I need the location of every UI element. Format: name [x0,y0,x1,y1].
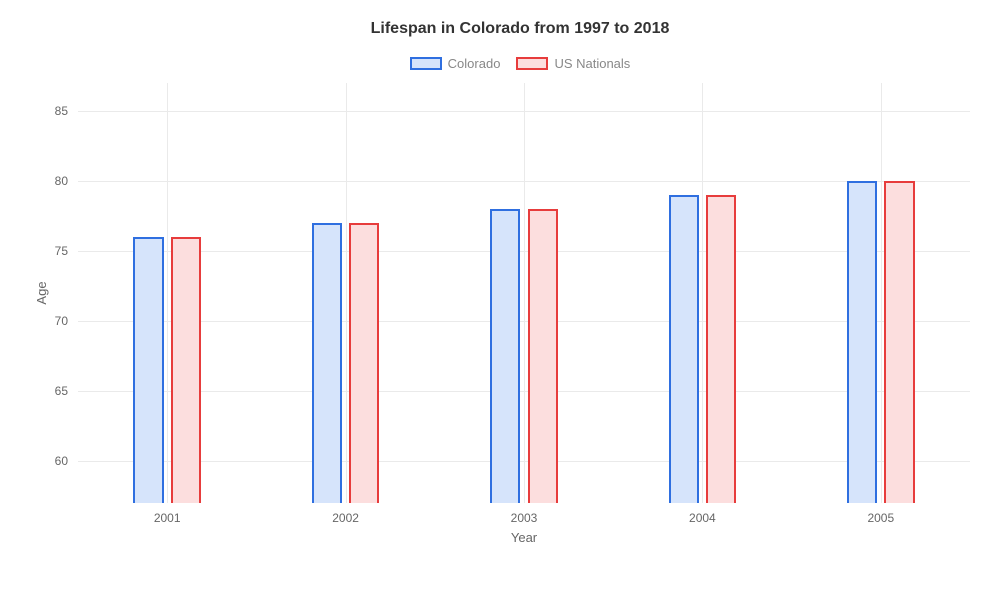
vgridline [167,83,168,503]
bar [528,209,558,503]
x-tick-label: 2001 [154,511,181,525]
x-tick-label: 2003 [511,511,538,525]
y-tick-label: 75 [55,244,68,258]
y-tick-label: 70 [55,314,68,328]
y-tick-label: 65 [55,384,68,398]
plot: 60657075808520012002200320042005 [78,83,970,503]
legend-label-colorado: Colorado [448,56,501,71]
legend-item-us: US Nationals [516,56,630,71]
legend-swatch-colorado [410,57,442,70]
y-tick-label: 60 [55,454,68,468]
bar [133,237,163,503]
x-axis-label: Year [511,530,537,545]
legend-label-us: US Nationals [554,56,630,71]
y-axis-label: Age [34,281,49,304]
y-tick-label: 85 [55,104,68,118]
x-tick-label: 2004 [689,511,716,525]
x-tick-label: 2002 [332,511,359,525]
x-tick-label: 2005 [867,511,894,525]
bar [171,237,201,503]
bar [669,195,699,503]
plot-area: Age Year 6065707580852001200220032004200… [78,83,970,503]
chart-title: Lifespan in Colorado from 1997 to 2018 [70,20,970,38]
bar [884,181,914,503]
y-tick-label: 80 [55,174,68,188]
legend-swatch-us [516,57,548,70]
bar [349,223,379,503]
bar [490,209,520,503]
bar [706,195,736,503]
legend: Colorado US Nationals [70,56,970,71]
vgridline [702,83,703,503]
bar [847,181,877,503]
vgridline [346,83,347,503]
legend-item-colorado: Colorado [410,56,501,71]
vgridline [524,83,525,503]
bar [312,223,342,503]
chart-container: Lifespan in Colorado from 1997 to 2018 C… [0,0,1000,600]
vgridline [881,83,882,503]
